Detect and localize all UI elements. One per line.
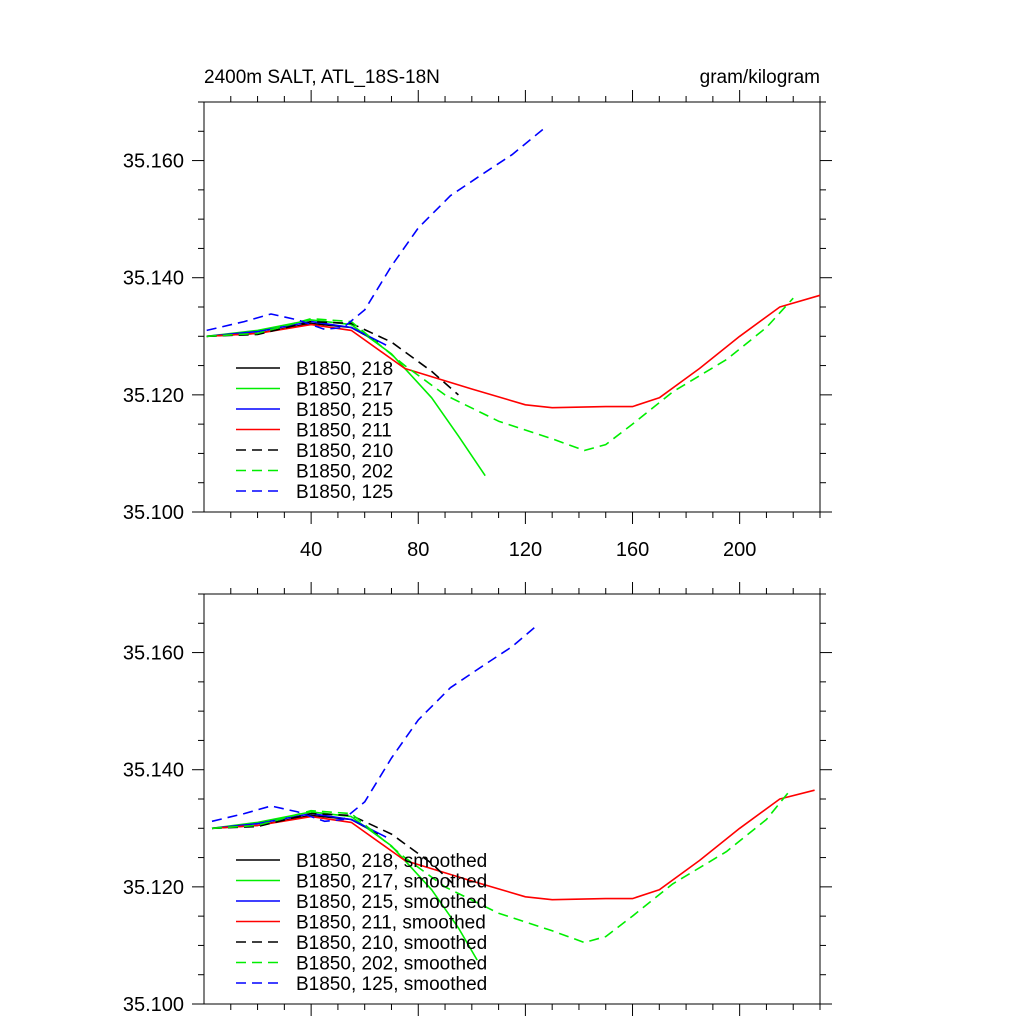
series-line xyxy=(211,792,789,944)
y-tick-label: 35.120 xyxy=(123,877,184,899)
legend-label: B1850, 211 xyxy=(296,421,392,442)
series-line xyxy=(206,127,545,332)
legend-label: B1850, 125, smoothed xyxy=(296,974,487,995)
series-line xyxy=(206,320,459,396)
chart-title: 2400m SALT, ATL_18S-18N xyxy=(204,67,440,88)
series-line xyxy=(206,294,821,409)
series-line xyxy=(206,320,387,346)
y-tick-label: 35.100 xyxy=(123,994,184,1016)
legend-label: B1850, 210, smoothed xyxy=(296,933,487,954)
legend-label: B1850, 125 xyxy=(296,482,393,503)
units-label: gram/kilogram xyxy=(700,67,820,88)
legend-label: B1850, 210 xyxy=(296,441,393,462)
x-tick-label: 200 xyxy=(723,539,756,561)
legend-label: B1850, 211, smoothed xyxy=(296,913,486,934)
series-line xyxy=(206,319,486,477)
y-tick-label: 35.120 xyxy=(123,385,184,407)
legend-label: B1850, 202 xyxy=(296,462,393,483)
legend-label: B1850, 218 xyxy=(296,359,393,380)
x-tick-label: 120 xyxy=(509,539,542,561)
y-tick-label: 35.140 xyxy=(123,268,184,290)
legend-label: B1850, 215 xyxy=(296,400,393,421)
series-line xyxy=(211,789,815,901)
y-tick-label: 35.100 xyxy=(123,502,184,524)
legend-label: B1850, 217 xyxy=(296,380,393,401)
x-tick-label: 40 xyxy=(300,539,322,561)
series-line xyxy=(206,297,794,452)
x-tick-label: 160 xyxy=(616,539,649,561)
top-panel: 35.100 35.120 35.140 35.160 40 80 120 160 200 B18… xyxy=(123,90,832,561)
legend-label: B1850, 215, smoothed xyxy=(296,892,487,913)
legend-label: B1850, 217, smoothed xyxy=(296,872,487,893)
y-tick-label: 35.160 xyxy=(123,643,184,665)
series-line xyxy=(211,625,537,823)
bottom-panel: 35.100 35.120 35.140 35.160 B1850, 218, smoo… xyxy=(123,582,832,1016)
y-tick-label: 35.160 xyxy=(123,151,184,173)
x-tick-label: 80 xyxy=(407,539,429,561)
y-tick-label: 35.140 xyxy=(123,760,184,782)
legend-label: B1850, 202, smoothed xyxy=(296,954,487,975)
legend-label: B1850, 218, smoothed xyxy=(296,851,487,872)
series-line xyxy=(211,811,478,961)
